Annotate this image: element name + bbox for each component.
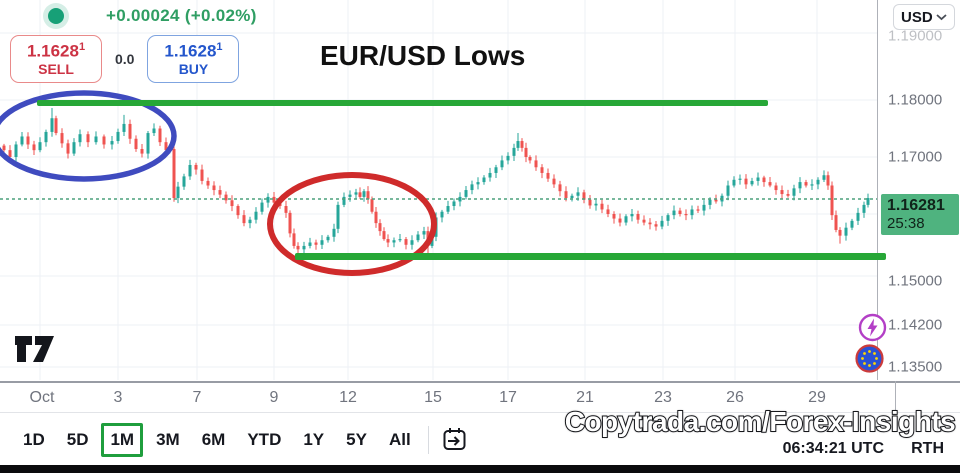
time-axis-label: 26: [726, 389, 744, 406]
range-button-1d[interactable]: 1D: [23, 429, 45, 449]
lightning-badge-icon: [858, 313, 887, 347]
price-axis-label: 1.15000: [888, 272, 943, 290]
price-axis-label: 1.13500: [888, 358, 943, 376]
current-price-badge: 1.16281 25:38: [881, 194, 959, 235]
price-axis-label: 1.17000: [888, 148, 943, 166]
range-button-ytd[interactable]: YTD: [247, 429, 282, 449]
time-axis-label: 21: [576, 389, 594, 406]
time-axis-label: 12: [339, 389, 357, 406]
badge-price: 1.16281: [887, 197, 945, 214]
price-axis[interactable]: 1.19000 1.18000 1.17000 1.15000 1.14200 1.135…: [877, 0, 960, 380]
bottom-bar: [0, 465, 960, 473]
currency-dropdown[interactable]: USD: [893, 4, 955, 30]
time-axis-label: Oct: [29, 389, 55, 406]
time-axis[interactable]: Oct 3 7 9 12 15 17 21 23 26 29: [0, 381, 960, 414]
price-change-row: +0.00024 (+0.02%): [48, 6, 257, 26]
badge-countdown: 25:38: [887, 215, 925, 232]
sell-button[interactable]: 1.16281 SELL: [10, 35, 102, 83]
range-button-1m[interactable]: 1M: [101, 422, 144, 457]
range-button-1y[interactable]: 1Y: [303, 429, 325, 449]
range-button-6m[interactable]: 6M: [201, 429, 226, 449]
clock-display[interactable]: 06:34:21 UTC: [782, 440, 884, 457]
price-change-text: +0.00024 (+0.02%): [106, 6, 257, 25]
toolbar-divider: [427, 425, 429, 454]
time-axis-label: 15: [424, 389, 442, 406]
order-panel: 1.16281 SELL 0.0 1.16281 BUY: [10, 35, 240, 83]
price-axis-label: 1.14200: [888, 316, 943, 334]
page-title: EUR/USD Lows: [320, 40, 526, 71]
buy-button[interactable]: 1.16281 BUY: [147, 35, 240, 83]
range-button-5d[interactable]: 5D: [66, 429, 89, 449]
go-to-date-icon[interactable]: [441, 426, 468, 453]
range-button-3m[interactable]: 3M: [156, 429, 180, 449]
range-toolbar: 1D 5D 1M 3M 6M YTD 1Y 5Y All: [0, 412, 960, 466]
time-axis-label: 23: [654, 389, 672, 406]
spread-value: 0.0: [115, 51, 135, 67]
session-toggle[interactable]: RTH: [911, 440, 944, 457]
price-axis-label: 1.19000: [888, 27, 943, 45]
time-axis-label: 17: [499, 389, 517, 406]
watermark-text: Copytrada.com/Forex-Insights: [564, 405, 957, 438]
chevron-down-icon: [936, 14, 947, 21]
price-axis-label: 1.18000: [888, 91, 943, 109]
range-buttons: 1D 5D 1M 3M 6M YTD 1Y 5Y All: [0, 422, 420, 457]
tradingview-logo-icon[interactable]: [13, 332, 57, 366]
time-axis-label: 3: [113, 389, 123, 406]
resistance-line-annotation: [37, 100, 768, 106]
status-dot-icon: [48, 8, 64, 24]
time-axis-label: 9: [269, 389, 279, 406]
range-button-all[interactable]: All: [388, 429, 411, 449]
blue-ellipse-annotation: [0, 90, 177, 182]
red-ellipse-annotation: [267, 172, 437, 276]
time-axis-label: 7: [192, 389, 202, 406]
range-button-5y[interactable]: 5Y: [346, 429, 367, 449]
chart-canvas: [0, 0, 877, 380]
time-axis-label: 29: [808, 389, 826, 406]
eu-flag-badge-icon: [854, 343, 885, 379]
candlestick-chart[interactable]: [0, 0, 877, 380]
support-line-annotation: [295, 253, 886, 260]
